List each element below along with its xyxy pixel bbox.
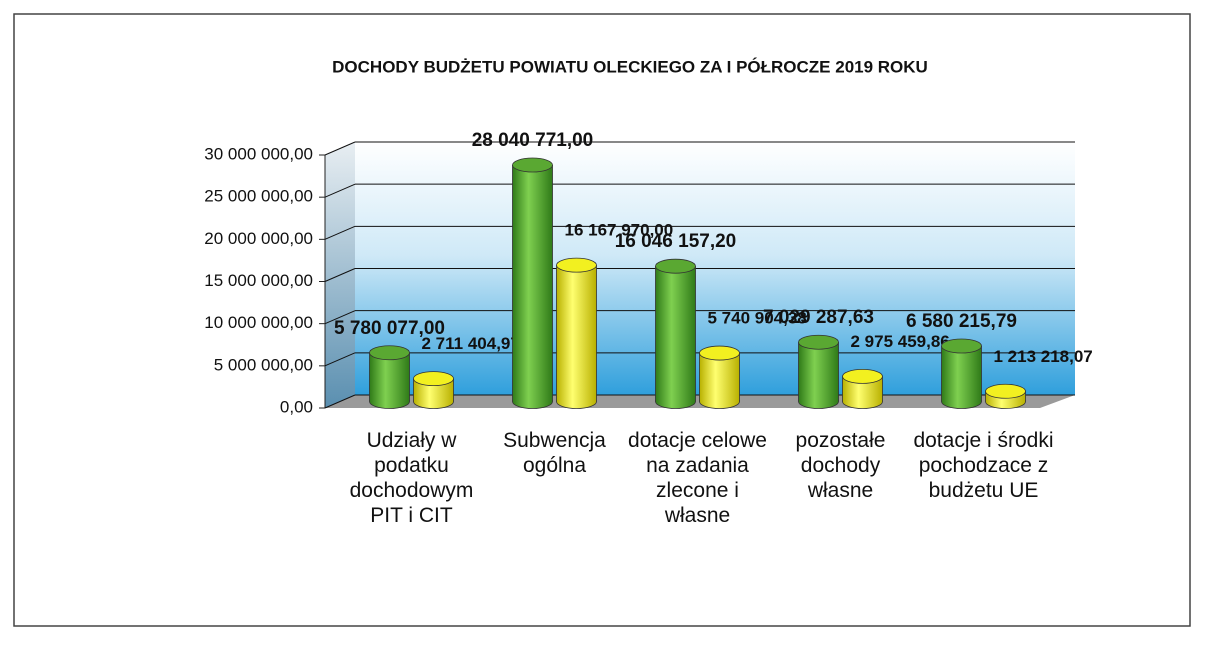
y-tick-label: 0,00 — [280, 397, 313, 416]
grid-line — [324, 394, 356, 409]
bar-top — [798, 334, 839, 350]
y-tick-label: 5 000 000,00 — [214, 355, 313, 374]
grid-line — [324, 268, 356, 282]
data-label: 2 975 459,86 — [851, 332, 950, 351]
y-tick-label: 15 000 000,00 — [204, 271, 313, 290]
data-label: 5 780 077,00 — [334, 318, 445, 339]
y-tick-label: 20 000 000,00 — [204, 229, 313, 248]
data-label: 16 167 970,00 — [565, 221, 674, 240]
x-tick-label: Subwencja ogólna — [503, 429, 606, 477]
bar — [512, 165, 553, 402]
y-tick-label: 25 000 000,00 — [204, 187, 313, 206]
grid-line — [324, 141, 356, 156]
bar-top — [369, 345, 410, 361]
data-label: 7 029 287,63 — [763, 307, 874, 328]
x-tick-label: Udziały w podatku dochodowym PIT i CIT — [349, 429, 474, 527]
x-tick-label: dotacje celowe na zadania zlecone i włas… — [628, 429, 767, 527]
bar-top — [941, 338, 982, 354]
bar — [655, 266, 696, 402]
data-label: 6 580 215,79 — [906, 311, 1017, 332]
bar-top — [655, 258, 696, 274]
data-label: 2 711 404,97 — [422, 334, 520, 353]
data-label: 28 040 771,00 — [472, 130, 594, 151]
y-tick-label: 10 000 000,00 — [204, 313, 313, 332]
chart-title: DOCHODY BUDŻETU POWIATU OLECKIEGO ZA I P… — [332, 57, 928, 76]
grid-line — [324, 225, 356, 240]
data-label: 16 046 157,20 — [615, 231, 737, 252]
frame — [13, 13, 1191, 627]
bar — [699, 353, 740, 402]
bar-top — [699, 345, 740, 361]
bar — [556, 265, 597, 402]
grid-line — [324, 352, 356, 367]
bar — [941, 346, 982, 402]
x-tick-label: dotacje i środki pochodzace z budżetu UE — [913, 429, 1054, 502]
grid-line — [324, 183, 356, 198]
bar — [798, 342, 839, 402]
bar-top — [512, 157, 553, 173]
bar-top — [556, 257, 597, 273]
bar-top — [842, 369, 883, 384]
bar-top — [985, 383, 1026, 399]
data-label: 1 213 218,07 — [994, 347, 1093, 366]
grid-line — [324, 310, 356, 325]
data-label: 5 740 904,38 — [708, 309, 807, 328]
bar-top — [413, 371, 454, 387]
bar — [369, 352, 410, 402]
x-tick-label: pozostałe dochody własne — [795, 429, 886, 502]
y-tick-label: 30 000 000,00 — [204, 144, 313, 163]
